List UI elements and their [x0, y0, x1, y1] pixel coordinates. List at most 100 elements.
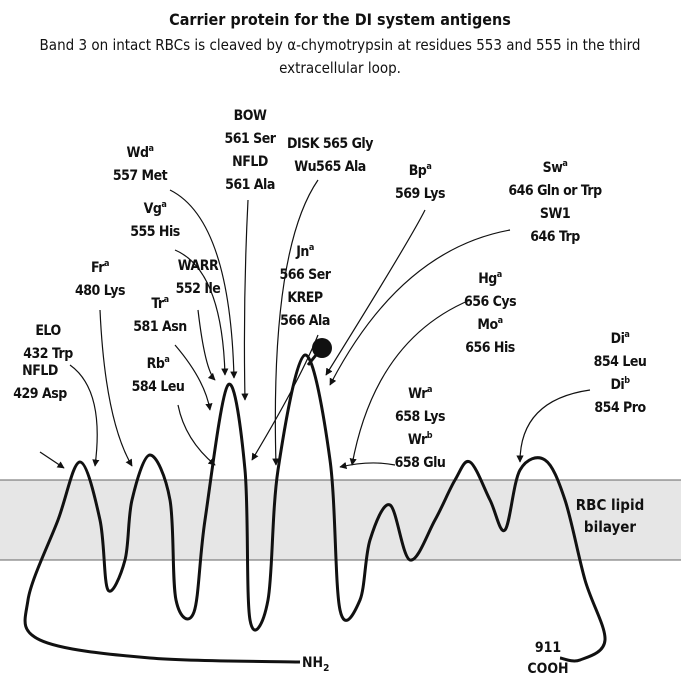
annotation-text: SW1	[540, 206, 570, 222]
annotation-line: 561 Ala	[225, 177, 275, 193]
annotation-line: DISK 565 Gly	[287, 136, 373, 152]
annotation-line: 480 Lys	[75, 283, 125, 299]
annotation-line: 569 Lys	[395, 186, 445, 202]
annotation-line: Dia	[611, 330, 630, 347]
annotation-text: ELO	[35, 323, 61, 339]
annotation-text: 429 Asp	[13, 386, 67, 402]
annotation-text: Wd	[127, 145, 149, 161]
c-terminus: 911	[535, 640, 561, 656]
annotation-text: 854 Pro	[594, 400, 646, 416]
annotation-text: 561 Ser	[224, 131, 276, 147]
annotation-sup: a	[164, 355, 169, 365]
annotation-text: DISK 565 Gly	[287, 136, 373, 152]
annotation-line: 566 Ala	[280, 313, 330, 329]
annotation-text: 552 Ile	[176, 281, 221, 297]
annotation-sup: a	[427, 385, 432, 395]
arrow	[252, 335, 318, 460]
annotation-text: 555 His	[130, 224, 180, 240]
diagram: Carrier protein for the DI system antige…	[0, 0, 681, 681]
annotation-text: Bp	[409, 163, 427, 179]
annotation-line: Vga	[144, 200, 167, 217]
annotation-line: 854 Pro	[594, 400, 646, 416]
annotation-line: 658 Glu	[395, 455, 446, 471]
annotation-line: 552 Ile	[176, 281, 221, 297]
annotation-text: Wr	[408, 432, 428, 448]
n-terminus-sub: 2	[323, 663, 329, 674]
annotation-line: Rba	[147, 355, 170, 372]
annotation-line: NFLD	[22, 363, 58, 379]
membrane-label: bilayer	[584, 518, 636, 536]
annotation-line: 646 Gln or Trp	[508, 183, 602, 199]
annotation-line: 584 Leu	[132, 379, 185, 395]
annotation-line: Swa	[543, 159, 568, 176]
annotation-text: 646 Trp	[530, 229, 580, 245]
annotation-sup: a	[624, 330, 629, 340]
annotation-line: WARR	[178, 258, 219, 274]
arrow	[70, 365, 97, 466]
annotation-line: 646 Trp	[530, 229, 580, 245]
annotation-text: Wu565 Ala	[294, 159, 366, 175]
annotation-line: Wu565 Ala	[294, 159, 366, 175]
annotation-line: Wda	[127, 144, 154, 161]
arrow	[340, 463, 395, 467]
annotation-text: 584 Leu	[132, 379, 185, 395]
annotation-line: 854 Leu	[594, 354, 647, 370]
annotation-text: Mo	[477, 317, 498, 333]
annotation-text: 656 Cys	[464, 294, 516, 310]
annotation-line: Wra	[408, 385, 432, 402]
annotation-text: Di	[610, 377, 624, 393]
annotation-sup: a	[426, 162, 431, 172]
annotation-text: 480 Lys	[75, 283, 125, 299]
annotation-line: 555 His	[130, 224, 180, 240]
subtitle: Band 3 on intact RBCs is cleaved by α-ch…	[40, 36, 641, 54]
annotation-line: 561 Ser	[224, 131, 276, 147]
annotation-line: Wrb	[408, 431, 433, 448]
annotation-line: Dib	[610, 376, 630, 393]
annotation-line: 658 Lys	[395, 409, 445, 425]
annotation-text: BOW	[234, 108, 267, 124]
annotation-line: 581 Asn	[133, 319, 186, 335]
annotation-line: ELO	[35, 323, 61, 339]
annotation-sup: a	[148, 144, 153, 154]
annotation-line: Moa	[477, 316, 502, 333]
annotation-text: 432 Trp	[23, 346, 73, 362]
annotation-line: NFLD	[232, 154, 268, 170]
annotation-text: NFLD	[232, 154, 268, 170]
annotation-line: KREP	[287, 290, 323, 306]
annotation-sup: b	[427, 431, 433, 441]
n-terminus: NH2	[302, 655, 329, 674]
annotation-line: 432 Trp	[23, 346, 73, 362]
annotation-text: Rb	[147, 356, 165, 372]
annotation-sup: a	[309, 243, 314, 253]
annotation-text: 561 Ala	[225, 177, 275, 193]
annotation-text: 569 Lys	[395, 186, 445, 202]
title: Carrier protein for the DI system antige…	[169, 10, 511, 29]
annotation-sup: a	[498, 316, 503, 326]
arrow	[244, 200, 248, 400]
annotation-text: 854 Leu	[594, 354, 647, 370]
arrow	[520, 390, 590, 462]
annotation-line: Hga	[478, 270, 502, 287]
annotation-text: 646 Gln or Trp	[508, 183, 602, 199]
annotation-text: Sw	[543, 160, 564, 176]
annotation-text: 656 His	[465, 340, 515, 356]
arrow	[40, 452, 64, 468]
annotation-line: 656 His	[465, 340, 515, 356]
annotation-text: 566 Ala	[280, 313, 330, 329]
annotation-line: BOW	[234, 108, 267, 124]
membrane-label: RBC lipid	[576, 496, 644, 514]
annotation-line: SW1	[540, 206, 570, 222]
annotation-line: Jna	[295, 243, 314, 260]
c-terminus: COOH	[527, 661, 568, 677]
annotation-text: 557 Met	[113, 168, 168, 184]
annotation-line: 429 Asp	[13, 386, 67, 402]
annotation-text: 581 Asn	[133, 319, 186, 335]
annotation-sup: b	[624, 376, 630, 386]
subtitle: extracellular loop.	[279, 59, 401, 77]
arrow	[178, 405, 215, 465]
annotation-sup: a	[161, 200, 166, 210]
arrow	[198, 310, 215, 380]
annotation-text: Wr	[408, 386, 428, 402]
annotation-sup: a	[104, 259, 109, 269]
annotation-text: NFLD	[22, 363, 58, 379]
